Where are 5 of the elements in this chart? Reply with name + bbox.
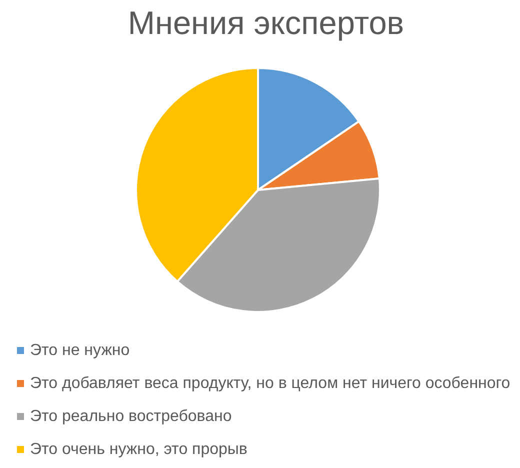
legend-label: Это добавляет веса продукту, но в целом нет ничего особенного <box>30 374 510 392</box>
legend-label: Это реально востребовано <box>30 408 232 426</box>
legend-label: Это очень нужно, это прорыв <box>30 440 248 458</box>
chart-title: Мнения экспертов <box>126 4 406 43</box>
legend-label: Это не нужно <box>30 342 130 360</box>
